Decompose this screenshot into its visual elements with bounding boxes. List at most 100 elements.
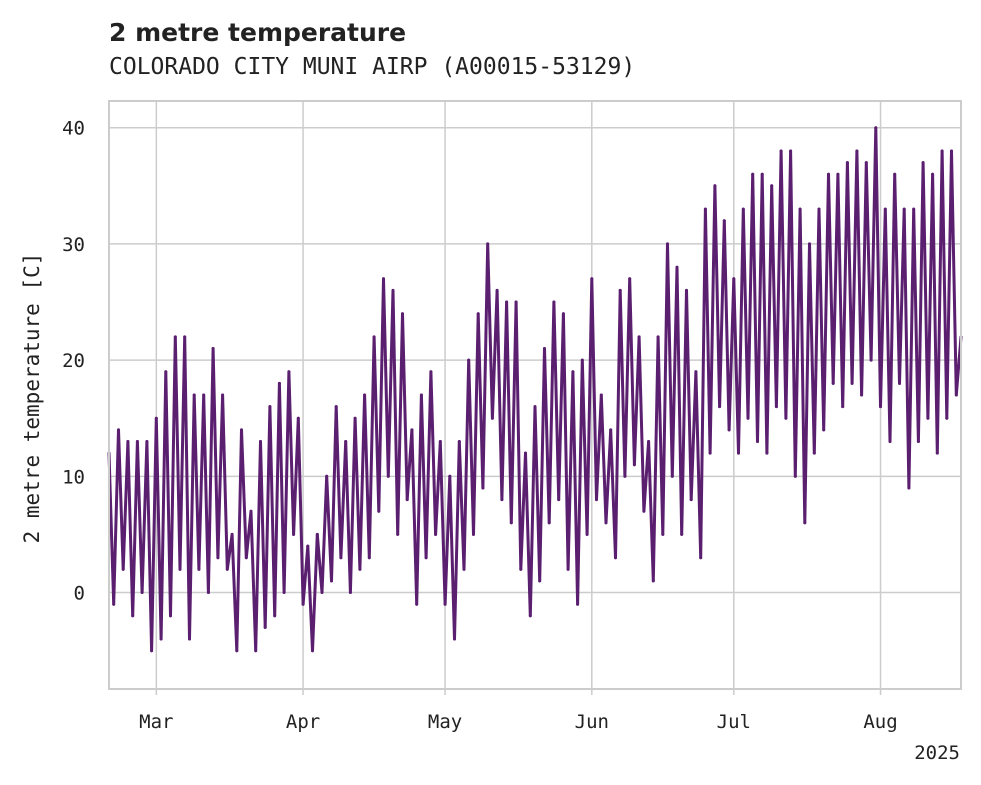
year-label: 2025: [914, 742, 960, 764]
data-point: [874, 126, 878, 130]
data-point: [599, 393, 603, 397]
data-point: [363, 393, 367, 397]
data-point: [879, 405, 882, 409]
data-point: [429, 370, 433, 374]
data-point: [263, 625, 267, 629]
data-point: [680, 532, 684, 536]
chart-title: 2 metre temperature: [109, 18, 406, 47]
data-point: [595, 498, 598, 502]
data-point: [618, 288, 622, 292]
data-point: [533, 405, 537, 409]
data-point: [367, 556, 371, 560]
data-point: [954, 393, 958, 397]
data-point: [552, 300, 556, 304]
data-point: [486, 242, 490, 246]
data-point: [424, 556, 428, 560]
data-point: [685, 288, 688, 292]
x-tick-label: Jun: [575, 711, 609, 733]
data-point: [604, 521, 608, 525]
data-point: [405, 498, 409, 502]
data-point: [154, 416, 158, 420]
data-point: [590, 277, 594, 281]
data-point: [898, 381, 901, 385]
data-point: [415, 602, 419, 606]
data-point: [117, 428, 120, 432]
data-point: [670, 474, 674, 478]
data-point: [614, 556, 617, 560]
data-point: [893, 172, 897, 176]
data-point: [419, 393, 423, 397]
data-point: [793, 474, 797, 478]
data-point: [490, 416, 494, 420]
data-point: [841, 405, 845, 409]
data-point: [585, 532, 589, 536]
y-axis-label: 2 metre temperature [C]: [20, 253, 44, 544]
data-point: [869, 358, 873, 362]
data-point: [126, 440, 130, 443]
data-point: [666, 242, 669, 246]
data-point: [538, 579, 542, 583]
data-point: [344, 440, 348, 443]
data-point: [760, 172, 764, 176]
data-point: [282, 591, 286, 594]
data-point: [292, 532, 296, 536]
data-point: [183, 335, 187, 339]
data-point: [410, 428, 414, 432]
data-point: [164, 370, 168, 374]
data-point: [301, 602, 305, 606]
data-point: [632, 463, 636, 467]
data-point: [500, 498, 504, 502]
data-point: [623, 474, 627, 478]
data-point: [647, 440, 651, 443]
data-point: [855, 149, 859, 153]
data-point: [386, 474, 390, 478]
data-point: [675, 265, 679, 269]
x-tick-label: Mar: [139, 711, 173, 733]
data-point: [637, 335, 641, 339]
plot-frame: [108, 100, 962, 690]
data-point: [235, 649, 239, 653]
data-point: [377, 509, 381, 513]
data-point: [173, 335, 177, 339]
data-point: [514, 300, 518, 304]
data-point: [798, 207, 802, 211]
data-point: [358, 567, 362, 571]
data-point: [476, 312, 480, 316]
data-point: [850, 381, 854, 385]
data-point: [547, 521, 551, 525]
data-point: [135, 440, 139, 443]
data-point: [112, 602, 116, 606]
data-point: [831, 381, 835, 385]
data-point: [931, 172, 935, 176]
data-point: [178, 567, 182, 571]
y-tick-label: 0: [74, 583, 85, 605]
temperature-series-line: [107, 126, 963, 653]
data-point: [249, 509, 253, 513]
data-point: [789, 149, 793, 153]
data-point: [817, 207, 821, 211]
data-point: [935, 451, 939, 455]
data-point: [434, 532, 438, 536]
data-point: [197, 567, 201, 571]
data-point: [268, 405, 272, 409]
data-point: [524, 451, 527, 455]
data-point: [902, 207, 906, 211]
data-point: [609, 428, 613, 432]
data-point: [334, 405, 338, 409]
data-point: [827, 172, 830, 176]
data-point: [694, 370, 698, 374]
data-point: [159, 637, 163, 641]
data-point: [561, 312, 565, 316]
data-point: [240, 428, 243, 432]
data-point: [254, 649, 258, 653]
data-point: [481, 486, 485, 490]
data-point: [348, 591, 352, 594]
x-tick-label: Jul: [717, 711, 751, 733]
data-point: [330, 579, 333, 583]
data-point: [438, 440, 442, 443]
data-point: [916, 440, 920, 443]
data-point: [864, 161, 868, 165]
x-tick-label: May: [428, 711, 462, 733]
data-point: [836, 172, 840, 176]
